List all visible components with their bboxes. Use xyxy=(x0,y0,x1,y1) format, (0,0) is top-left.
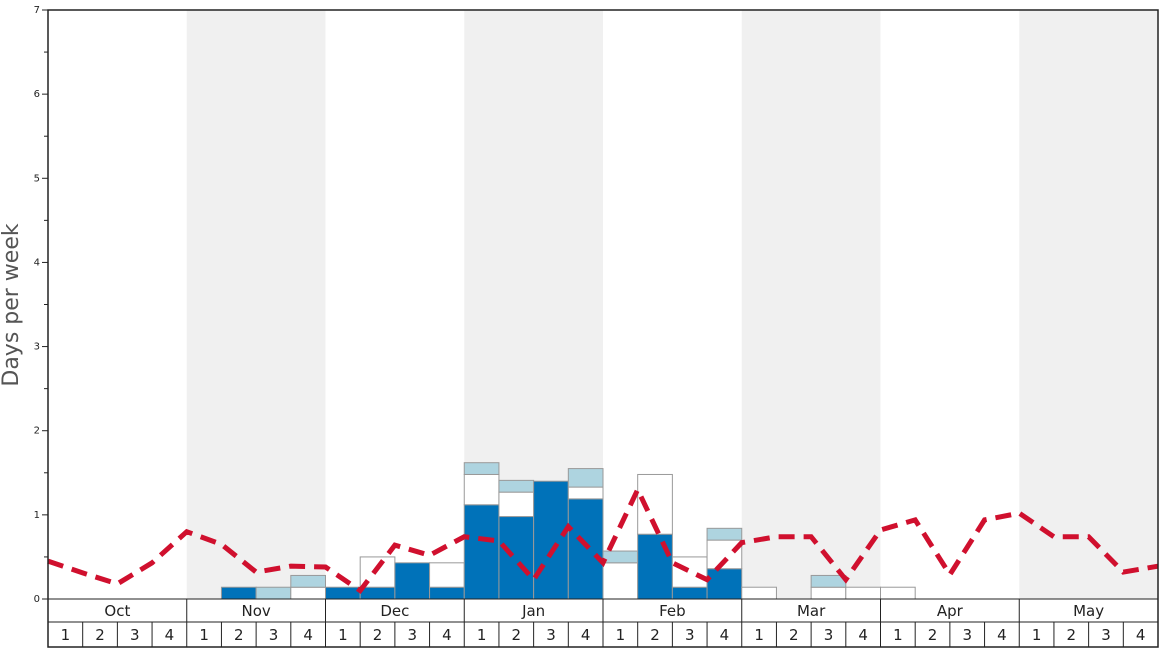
bar-segment xyxy=(671,586,708,600)
week-label: 2 xyxy=(95,626,105,644)
week-label: 4 xyxy=(165,626,175,644)
week-label: 1 xyxy=(477,626,487,644)
week-label: 3 xyxy=(407,626,417,644)
bar-segment xyxy=(498,491,535,518)
bar-segment xyxy=(463,473,500,506)
month-label: Feb xyxy=(659,602,686,620)
bar-segment xyxy=(498,516,535,600)
week-label: 2 xyxy=(373,626,383,644)
week-label: 1 xyxy=(338,626,348,644)
bar-segment xyxy=(810,586,847,600)
bar-segment xyxy=(255,586,292,600)
bar-segment xyxy=(567,468,604,488)
bar-segment xyxy=(880,586,916,600)
week-label: 2 xyxy=(1067,626,1077,644)
month-label: Oct xyxy=(104,602,130,620)
week-label: 4 xyxy=(1136,626,1146,644)
bar-segment xyxy=(463,462,500,475)
bar-segment xyxy=(637,533,673,600)
y-tick-label: 0 xyxy=(34,594,40,605)
month-label: Mar xyxy=(797,602,826,620)
bar-segment xyxy=(290,586,326,600)
bar-segment xyxy=(706,527,743,541)
week-label: 2 xyxy=(789,626,799,644)
month-shade xyxy=(186,10,326,599)
bar-segment xyxy=(463,504,500,600)
week-label: 3 xyxy=(269,626,279,644)
y-tick-label: 5 xyxy=(34,173,40,184)
week-label: 1 xyxy=(754,626,764,644)
bar-segment xyxy=(359,586,396,600)
bar-segment xyxy=(602,562,639,600)
bar-segment xyxy=(290,574,326,588)
month-label: May xyxy=(1073,602,1104,620)
trend-line xyxy=(47,483,1159,594)
y-tick-label: 3 xyxy=(34,342,40,353)
week-label: 1 xyxy=(1032,626,1042,644)
week-label: 4 xyxy=(581,626,591,644)
y-tick-label: 4 xyxy=(34,257,40,268)
y-tick-label: 2 xyxy=(34,426,40,437)
bar-segment xyxy=(533,480,569,600)
week-label: 4 xyxy=(442,626,452,644)
week-label: 1 xyxy=(893,626,903,644)
frame xyxy=(47,9,1159,648)
bar-segment xyxy=(810,574,847,588)
month-label: Nov xyxy=(241,602,270,620)
bar-segment xyxy=(498,479,535,493)
bar-segment xyxy=(567,498,604,600)
bar-segment xyxy=(741,586,777,600)
week-label: 3 xyxy=(130,626,140,644)
bar-segment xyxy=(602,550,639,564)
week-label: 3 xyxy=(824,626,834,644)
week-label: 2 xyxy=(928,626,938,644)
month-label: Jan xyxy=(521,602,545,620)
y-tick-label: 6 xyxy=(34,89,40,100)
bar-segment xyxy=(845,586,881,600)
bar-segment xyxy=(567,486,604,500)
week-label: 2 xyxy=(650,626,660,644)
y-tick-label: 7 xyxy=(34,5,40,16)
month-shade xyxy=(1019,10,1158,599)
week-label: 4 xyxy=(303,626,313,644)
bar-segment xyxy=(671,556,708,588)
bar-segment xyxy=(429,562,465,588)
y-tick-label: 1 xyxy=(34,510,40,521)
bar-segment xyxy=(429,586,465,600)
week-label: 4 xyxy=(720,626,730,644)
week-label: 3 xyxy=(685,626,695,644)
y-axis-label: Days per week xyxy=(0,223,24,386)
week-label: 1 xyxy=(616,626,626,644)
bar-segment xyxy=(325,586,361,600)
week-label: 2 xyxy=(512,626,522,644)
week-label: 3 xyxy=(1101,626,1111,644)
week-label: 1 xyxy=(61,626,71,644)
week-label: 3 xyxy=(962,626,972,644)
week-label: 1 xyxy=(199,626,209,644)
week-label: 3 xyxy=(546,626,556,644)
month-label: Dec xyxy=(380,602,409,620)
bar-segment xyxy=(220,586,257,600)
month-shade xyxy=(741,10,881,599)
bar-segment xyxy=(706,568,743,600)
week-label: 4 xyxy=(997,626,1007,644)
week-label: 4 xyxy=(858,626,868,644)
bar-segment xyxy=(394,562,431,600)
month-label: Apr xyxy=(937,602,964,620)
week-label: 2 xyxy=(234,626,244,644)
